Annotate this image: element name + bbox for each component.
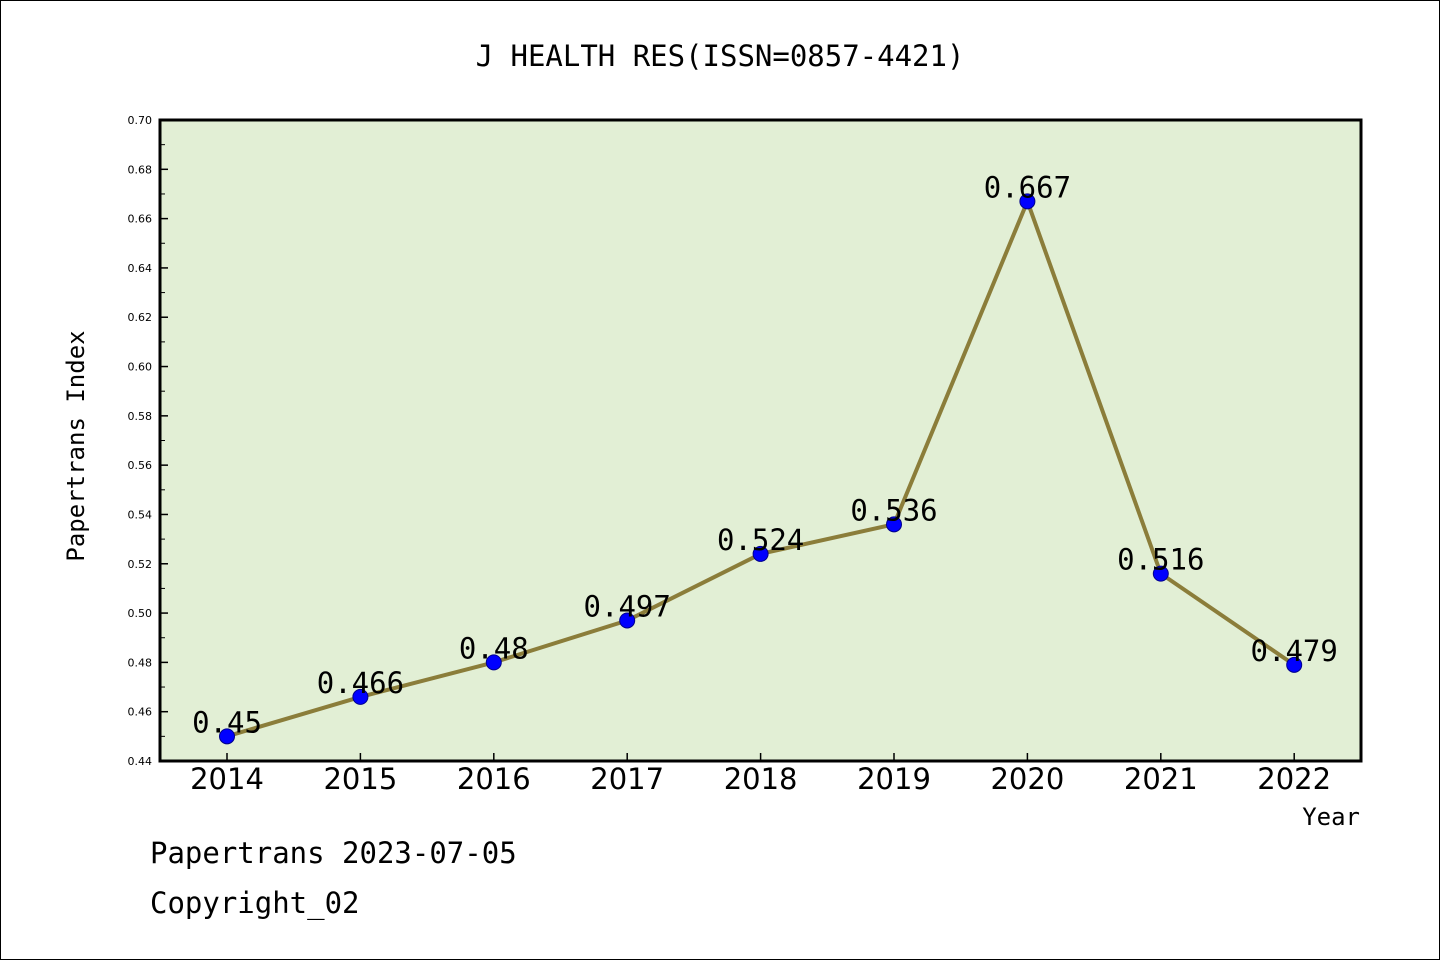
x-tick-label: 2022 <box>1257 762 1331 796</box>
footer-date: Papertrans 2023-07-05 <box>150 836 517 870</box>
x-tick-label: 2018 <box>724 762 798 796</box>
y-tick-label: 0.66 <box>128 213 153 226</box>
y-tick-label: 0.62 <box>128 311 153 324</box>
y-tick-label: 0.70 <box>128 114 153 127</box>
data-label: 0.516 <box>1117 543 1204 577</box>
data-label: 0.45 <box>192 705 262 739</box>
y-tick-label: 0.58 <box>128 410 153 423</box>
y-tick-label: 0.54 <box>128 508 153 521</box>
x-tick-label: 2015 <box>323 762 397 796</box>
data-labels: 0.45 0.466 0.48 0.497 0.524 0.536 0.667 0.516 0.… <box>192 170 1338 739</box>
y-tick-label: 0.50 <box>128 607 153 620</box>
data-point <box>1286 656 1303 673</box>
x-tick-label: 2021 <box>1124 762 1198 796</box>
y-tick-label: 0.60 <box>128 361 153 374</box>
chart-title: J HEALTH RES(ISSN=0857-4421) <box>476 39 965 73</box>
data-label: 0.524 <box>717 523 804 557</box>
y-tick-label: 0.46 <box>128 706 153 719</box>
data-point <box>752 545 769 562</box>
x-tick-label: 2020 <box>990 762 1064 796</box>
x-tick-label: 2016 <box>457 762 531 796</box>
x-axis-ticks: 2014 2015 2016 2017 2018 2019 2020 2021 2022 <box>190 753 1331 796</box>
data-point <box>219 728 235 745</box>
y-tick-label: 0.64 <box>128 262 153 275</box>
x-tick-label: 2017 <box>590 762 664 796</box>
y-tick-label: 0.56 <box>128 459 153 472</box>
x-tick-label: 2019 <box>857 762 931 796</box>
y-axis-ticks: 0.44 0.46 0.48 0.50 0.52 0.54 0.56 0.58 0.60 0.62… <box>128 114 168 768</box>
y-tick-label: 0.68 <box>128 163 153 176</box>
data-markers <box>219 193 1303 745</box>
y-tick-label: 0.48 <box>128 656 153 669</box>
x-axis-label: Year <box>1302 803 1360 831</box>
data-point <box>485 654 502 671</box>
y-axis-label: Papertrans Index <box>62 330 90 561</box>
data-label: 0.667 <box>984 170 1071 204</box>
data-point <box>352 688 369 705</box>
data-point <box>1152 565 1169 582</box>
data-label: 0.48 <box>459 631 529 665</box>
y-tick-label: 0.52 <box>128 558 153 571</box>
data-label: 0.466 <box>317 666 404 700</box>
data-point <box>619 612 636 629</box>
data-label: 0.497 <box>584 589 671 623</box>
data-label: 0.536 <box>850 493 937 527</box>
data-label: 0.479 <box>1251 634 1338 668</box>
data-point <box>1019 193 1036 210</box>
plot-area <box>158 118 1363 763</box>
y-tick-label: 0.44 <box>128 755 153 768</box>
footer-copyright: Copyright_02 <box>150 886 360 921</box>
data-point <box>886 516 902 533</box>
x-tick-label: 2014 <box>190 762 264 796</box>
